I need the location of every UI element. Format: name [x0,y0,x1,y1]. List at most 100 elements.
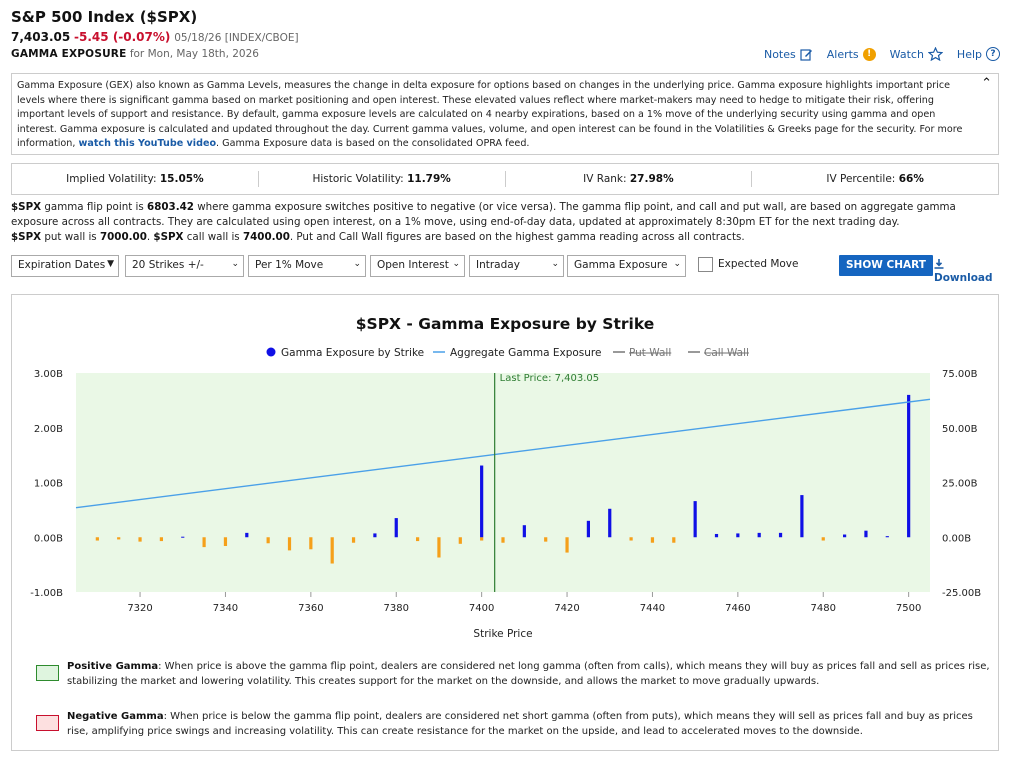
x-tick-label: 7500 [896,603,921,614]
gamma-exposure-chart: $SPX - Gamma Exposure by Strike Gamma Exp… [30,315,981,640]
price-change: -5.45 (-0.07%) [74,30,171,44]
expected-move-checkbox[interactable] [698,257,713,272]
description-tail: . Gamma Exposure data is based on the co… [216,138,530,150]
positive-gamma-bar [800,495,804,538]
show-chart-button[interactable]: SHOW CHART [839,255,933,276]
help-label: Help [956,47,982,61]
chevron-down-icon: ⌄ [551,259,559,269]
note-title: Negative Gamma [67,711,164,722]
chart-container: $SPX - Gamma Exposure by Strike Gamma Exp… [11,294,999,751]
page-subtitle: GAMMA EXPOSURE for Mon, May 18th, 2026 [11,48,259,60]
stat-iv-percentile: IV Percentile: 66% [752,171,998,187]
open-interest-select[interactable]: Open Interest ⌄ [370,255,465,277]
positive-gamma-note: Positive Gamma: When price is above the … [36,659,992,689]
flip-point: 6803.42 [147,201,194,213]
chevron-down-icon: ⌄ [353,259,361,269]
help-link[interactable]: Help ? [957,47,1000,61]
negative-gamma-bar [629,537,633,541]
chevron-down-icon: ⌄ [673,259,681,269]
download-link[interactable]: Download [934,259,999,284]
info-text: . Put and Call Wall figures are based on… [289,231,745,243]
edit-icon [800,48,812,61]
negative-gamma-bar [416,537,420,542]
x-tick-label: 7480 [811,603,836,614]
stat-historic-volatility: Historic Volatility: 11.79% [259,171,506,187]
positive-gamma-bar [373,533,377,538]
dropdown-label: Expiration Dates [18,259,106,271]
negative-gamma-bar [351,537,356,543]
negative-gamma-bar [437,537,441,558]
period-select[interactable]: Intraday ⌄ [469,255,564,277]
x-tick-label: 7460 [725,603,750,614]
y-tick-label-left: 1.00B [34,479,63,490]
gamma-info: $SPX gamma flip point is 6803.42 where g… [11,200,999,245]
notes-link[interactable]: Notes [764,48,813,61]
dropdown-label: Per 1% Move [255,259,324,271]
x-tick-label: 7360 [298,603,323,614]
top-links: Notes Alerts ! Watch Help ? [764,47,1000,61]
negative-gamma-bar [501,537,505,543]
stat-value: 27.98% [629,173,674,185]
metric-select[interactable]: Gamma Exposure ⌄ [567,255,686,277]
positive-gamma-bar [757,532,761,538]
negative-gamma-bar [672,537,676,543]
watch-link[interactable]: Watch [890,47,943,61]
x-axis-title: Strike Price [473,628,532,640]
negative-gamma-bar [565,537,569,553]
y-tick-label-left: 3.00B [34,369,63,380]
star-icon [927,47,943,61]
last-price-label: Last Price: 7,403.05 [500,373,599,384]
y-tick-label-left: 2.00B [34,424,63,435]
alert-icon: ! [862,47,876,61]
legend-label: Gamma Exposure by Strike [281,347,424,359]
dropdown-label: Gamma Exposure [574,259,668,271]
stat-value: 11.79% [407,173,451,185]
negative-gamma-swatch [36,715,59,731]
stat-implied-volatility: Implied Volatility: 15.05% [12,171,259,187]
positive-gamma-bar [608,508,612,538]
positive-gamma-bar [480,465,484,538]
y-tick-label-right: 50.00B [942,424,978,435]
legend-marker-gamma [266,347,276,357]
move-select[interactable]: Per 1% Move ⌄ [248,255,366,277]
note-text: : When price is above the gamma flip poi… [67,661,990,687]
collapse-chevron-icon[interactable]: ⌃ [981,76,992,91]
negative-gamma-bar [266,537,270,544]
negative-gamma-bar [309,537,313,550]
chart-title: $SPX - Gamma Exposure by Strike [356,315,655,333]
description-text: Gamma Exposure (GEX) also known as Gamma… [17,80,963,150]
strikes-select[interactable]: 20 Strikes +/- ⌄ [125,255,244,277]
negative-gamma-bar [223,537,228,547]
symbol: $SPX [11,231,42,243]
x-tick-label: 7420 [554,603,579,614]
negative-gamma-bar [821,537,825,541]
chevron-down-icon: ⌄ [452,259,460,269]
negative-gamma-bar [458,537,462,544]
volatility-stats: Implied Volatility: 15.05% Historic Vola… [11,163,999,195]
page-title: S&P 500 Index ($SPX) [11,8,198,26]
expected-move-label: Expected Move [718,258,799,270]
y-tick-label-left: -1.00B [30,588,63,599]
quote-meta: 05/18/26 [INDEX/CBOE] [174,32,299,44]
positive-gamma-swatch [36,665,59,681]
last-price: 7,403.05 [11,30,71,44]
youtube-link[interactable]: watch this YouTube video [78,138,217,150]
info-text: call wall is [183,231,243,243]
x-tick-label: 7340 [213,603,238,614]
y-tick-label-right: 75.00B [942,369,978,380]
positive-gamma-bar [245,532,249,538]
notes-label: Notes [763,47,796,61]
expiration-dates-dropdown[interactable]: Expiration Dates ▼ [11,255,119,277]
stat-label: IV Percentile: [826,173,896,185]
alerts-link[interactable]: Alerts ! [826,47,876,61]
alerts-label: Alerts [826,47,859,61]
y-tick-label-right: 0.00B [942,533,971,544]
positive-gamma-bar [736,533,740,538]
positive-gamma-bar [586,520,590,538]
info-text: . [146,231,154,243]
quote-line: 7,403.05 -5.45 (-0.07%) 05/18/26 [INDEX/… [11,30,299,44]
x-tick-label: 7380 [384,603,409,614]
chart-controls: Expiration Dates ▼ 20 Strikes +/- ⌄ Per 1%… [11,255,999,284]
note-text: : When price is below the gamma flip poi… [67,711,973,737]
legend-label: Put Wall [629,347,671,359]
